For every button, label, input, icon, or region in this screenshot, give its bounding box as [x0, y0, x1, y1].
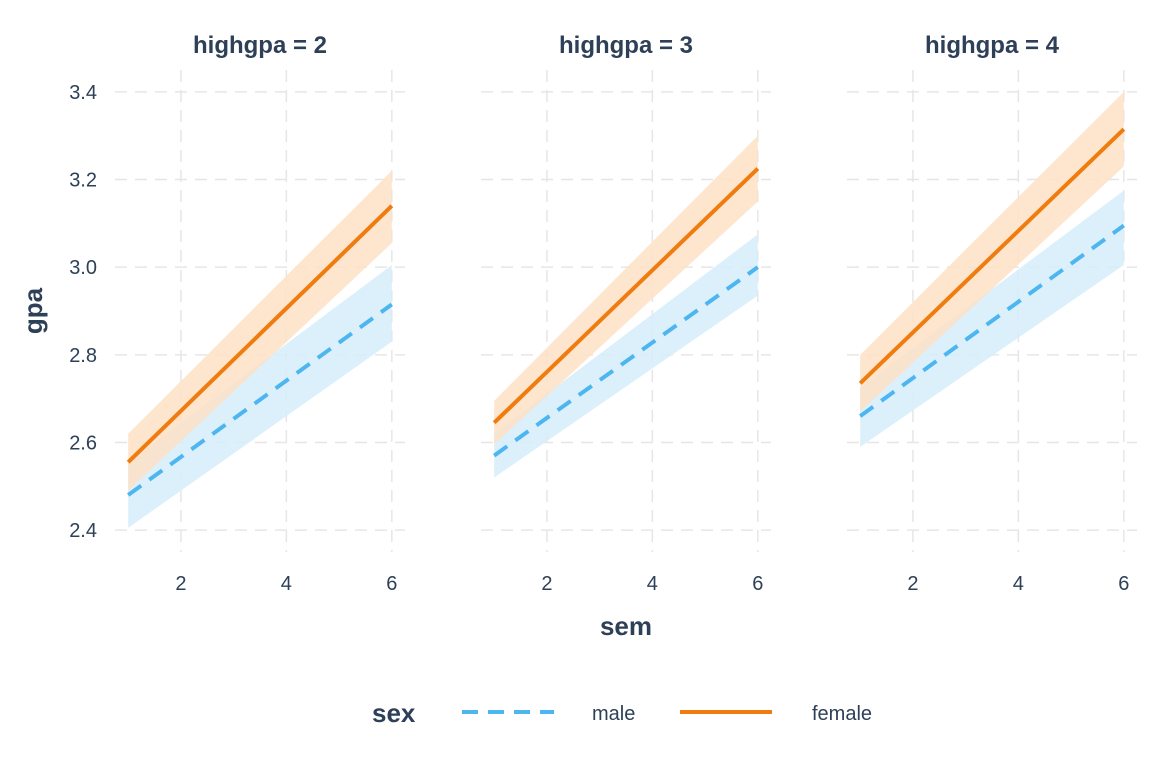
facet-title: highgpa = 3	[559, 32, 693, 59]
female-confidence-band	[860, 91, 1124, 412]
x-tick-label: 4	[1013, 573, 1024, 595]
facet-panel: highgpa = 4 2 4 6	[847, 32, 1137, 595]
x-tick-label: 6	[386, 573, 397, 595]
female-confidence-band	[494, 135, 758, 445]
y-axis-title: gpa	[18, 287, 48, 334]
x-axis-title: sem	[600, 611, 652, 641]
male-series-line	[127, 302, 393, 497]
legend: sex male female	[372, 698, 872, 728]
y-tick-label: 3.4	[69, 82, 97, 104]
x-tick-label: 4	[281, 573, 292, 595]
y-tick-label: 2.4	[69, 520, 97, 542]
x-tick-label: 2	[175, 573, 186, 595]
male-confidence-band	[128, 264, 392, 528]
male-confidence-band	[494, 234, 758, 478]
x-tick-label: 2	[541, 573, 552, 595]
female-series-line	[492, 167, 760, 425]
female-series-line	[858, 127, 1126, 385]
x-tick-label: 6	[752, 573, 763, 595]
female-series-line	[126, 204, 394, 464]
female-confidence-band	[128, 170, 392, 491]
legend-title: sex	[372, 698, 416, 728]
x-tick-label: 4	[647, 573, 658, 595]
x-tick-label: 6	[1118, 573, 1129, 595]
facet-title: highgpa = 2	[193, 32, 327, 59]
legend-label-male: male	[592, 703, 635, 725]
y-tick-label: 3.0	[69, 257, 97, 279]
facet-panel: highgpa = 3 2 4 6	[481, 32, 771, 595]
facet-panel: highgpa = 2 2 4 6 2.4 2.6 2.8 3.0 3.2 3.4	[69, 32, 405, 595]
x-tick-label: 2	[907, 573, 918, 595]
male-series-line	[859, 223, 1125, 418]
facet-panels: highgpa = 22 4 62.42.62.83.03.23.4highgpa …	[69, 32, 1137, 595]
facet-title: highgpa = 4	[925, 32, 1060, 59]
y-tick-label: 2.8	[69, 345, 97, 367]
y-tick-label: 3.2	[69, 170, 97, 192]
y-tick-label: 2.6	[69, 432, 97, 454]
legend-label-female: female	[812, 703, 872, 725]
male-series-line	[493, 265, 759, 458]
